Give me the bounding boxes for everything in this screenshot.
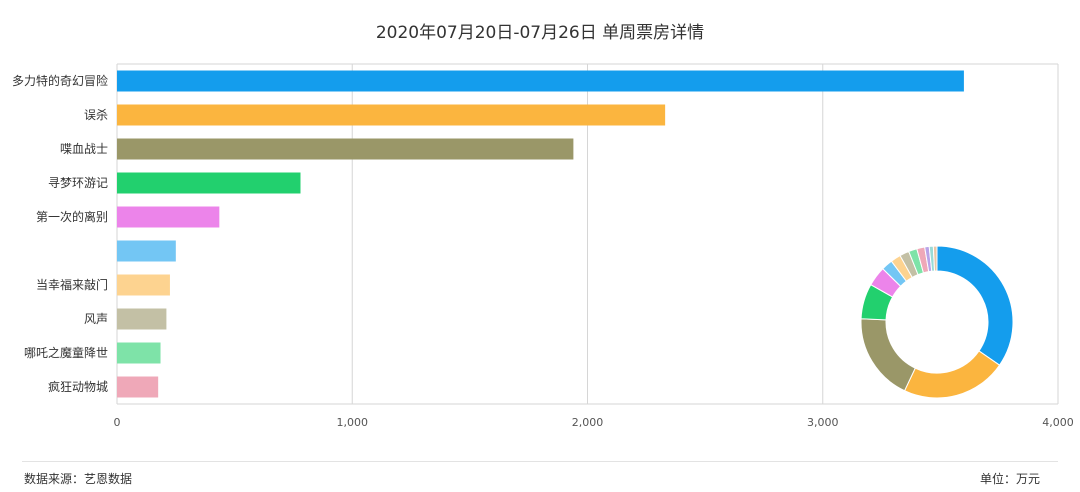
bar[interactable] <box>117 376 159 398</box>
category-label: 第一次的离别 <box>36 209 108 224</box>
category-label: 喋血战士 <box>60 142 108 156</box>
chart-title: 2020年07月20日-07月26日 单周票房详情 <box>375 23 705 43</box>
category-label: 疯狂动物城 <box>48 379 108 394</box>
donut-slice[interactable] <box>932 245 938 272</box>
bar-layer <box>117 70 964 398</box>
bar[interactable] <box>117 342 161 364</box>
data-source-note: 数据来源：艺恩数据 <box>24 472 133 486</box>
bar[interactable] <box>117 138 574 160</box>
footer-divider <box>22 461 1058 462</box>
category-label-layer: 多力特的奇幻冒险误杀喋血战士寻梦环游记第一次的离别当幸福来敲门风声哪吒之魔童降世… <box>12 73 108 394</box>
category-label: 寻梦环游记 <box>48 176 108 190</box>
grid-layer <box>116 63 1059 405</box>
bar[interactable] <box>117 308 167 330</box>
unit-note: 单位：万元 <box>979 472 1040 486</box>
category-label: 多力特的奇幻冒险 <box>12 73 108 88</box>
donut-slice[interactable] <box>903 350 1001 399</box>
category-label: 当幸福来敲门 <box>36 277 108 292</box>
bar[interactable] <box>117 70 964 92</box>
category-label: 误杀 <box>84 107 108 122</box>
bar[interactable] <box>117 206 220 228</box>
x-tick-label: 1,000 <box>337 416 369 429</box>
x-tick-label: 4,000 <box>1042 416 1074 429</box>
category-label: 哪吒之魔童降世 <box>24 345 108 360</box>
bar[interactable] <box>117 274 170 296</box>
x-tick-layer: 0 1,000 2,000 3,000 4,000 <box>114 416 1074 429</box>
x-tick-label: 3,000 <box>807 416 839 429</box>
bar[interactable] <box>117 240 176 262</box>
category-label: 风声 <box>84 312 108 326</box>
donut-slice[interactable] <box>860 318 916 392</box>
donut-layer <box>860 245 1014 399</box>
donut-slice[interactable] <box>936 245 1014 366</box>
x-tick-label: 0 <box>114 416 121 429</box>
bar[interactable] <box>117 172 301 194</box>
bar[interactable] <box>117 104 666 126</box>
x-tick-label: 2,000 <box>572 416 604 429</box>
